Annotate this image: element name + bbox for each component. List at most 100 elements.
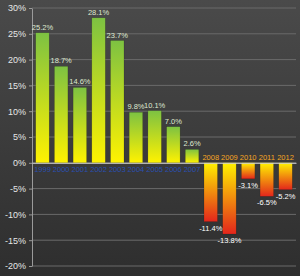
y-tick-mark [29, 34, 32, 35]
data-label: 9.8% [127, 102, 144, 111]
x-tick: 2006 [165, 165, 182, 174]
y-tick-label: 5% [13, 132, 26, 142]
y-tick-label: -20% [5, 261, 26, 271]
grid-line [32, 33, 296, 34]
bar [111, 41, 124, 163]
y-tick-label: 15% [8, 81, 26, 91]
chart: -20%-15%-10%-5%0%5%10%15%20%25%30%199920… [0, 0, 300, 276]
x-tick-label: 2004 [128, 165, 145, 174]
y-tick-mark [29, 60, 32, 61]
bar [36, 33, 49, 163]
bar [185, 149, 198, 162]
y-tick-mark [29, 111, 32, 112]
grid-line [32, 266, 296, 267]
y-tick: -20% [5, 261, 32, 271]
x-tick-label: 2009 [221, 153, 238, 162]
bar [167, 127, 180, 163]
bar [241, 163, 254, 179]
x-tick-label: 2012 [277, 153, 294, 162]
y-tick: -15% [5, 236, 32, 246]
data-labels: 25.2%18.7%14.6%28.1%23.7%9.8%10.1%7.0%2.… [32, 8, 296, 245]
zero-line [33, 163, 297, 164]
x-tick: 2005 [146, 165, 163, 174]
grid-line [32, 162, 296, 163]
y-tick-label: -10% [5, 210, 26, 220]
y-tick-mark [29, 214, 32, 215]
data-label: -5.2% [276, 192, 296, 201]
x-tick: 2004 [128, 165, 145, 174]
y-tick-mark [29, 240, 32, 241]
y-tick: 20% [8, 55, 32, 65]
x-tick-label: 2002 [90, 165, 107, 174]
background [0, 0, 300, 276]
y-axis-line [32, 9, 33, 267]
bar [73, 87, 86, 162]
x-tick-label: 2003 [109, 165, 126, 174]
y-tick-mark [29, 189, 32, 190]
data-label: 28.1% [88, 8, 110, 17]
y-tick-label: 25% [8, 29, 26, 39]
bar [92, 18, 105, 163]
x-tick-label: 2001 [72, 165, 89, 174]
y-tick-mark [29, 8, 32, 9]
x-tick: 1999 [34, 165, 51, 174]
grid-line [32, 8, 296, 9]
y-tick: 15% [8, 81, 32, 91]
data-label: 2.6% [183, 139, 200, 148]
grid-line [32, 240, 296, 241]
bar [54, 66, 67, 162]
y-tick: -10% [5, 210, 32, 220]
x-tick-label: 2006 [165, 165, 182, 174]
grid-line [32, 214, 296, 215]
x-tick-label: 2007 [184, 165, 201, 174]
bar [279, 163, 292, 190]
bar [260, 163, 273, 197]
bar [204, 163, 217, 222]
y-tick-mark [29, 137, 32, 138]
data-label: -13.8% [218, 236, 242, 245]
x-tick-label: 2008 [202, 153, 219, 162]
data-label: 25.2% [32, 23, 54, 32]
x-tick-label: 2005 [146, 165, 163, 174]
x-tick: 2003 [109, 165, 126, 174]
y-tick: 5% [13, 132, 32, 142]
y-tick-label: 0% [13, 158, 26, 168]
y-axis: -20% -15% -10% -5% 0% 5% 10% 15% 20% 25% 30% [5, 3, 33, 271]
y-tick: 25% [8, 29, 32, 39]
y-tick: 30% [8, 3, 32, 13]
data-label: -3.1% [238, 181, 258, 190]
y-tick-mark [29, 85, 32, 86]
x-tick: 2000 [53, 165, 70, 174]
y-tick-label: -5% [10, 184, 26, 194]
data-label: -6.5% [257, 198, 277, 207]
bar [148, 111, 161, 163]
x-tick: 2011 [259, 153, 275, 162]
y-tick: 0% [13, 158, 32, 168]
x-axis: 1999200020012002200320042005200620072008… [33, 153, 297, 174]
y-tick-label: 30% [8, 3, 26, 13]
x-tick: 2002 [90, 165, 107, 174]
grid-line [32, 137, 296, 138]
x-tick-label: 2000 [53, 165, 70, 174]
y-tick-label: 10% [8, 107, 26, 117]
bar [223, 163, 236, 234]
y-tick-mark [29, 266, 32, 267]
grid [32, 8, 296, 266]
x-tick: 2010 [240, 153, 257, 162]
grid-line [32, 111, 296, 112]
x-tick: 2009 [221, 153, 238, 162]
data-label: 7.0% [165, 117, 182, 126]
y-tick: 10% [8, 107, 32, 117]
x-tick-label: 2011 [259, 153, 275, 162]
x-tick: 2008 [202, 153, 219, 162]
y-tick-label: -15% [5, 236, 26, 246]
data-label: 18.7% [51, 56, 73, 65]
bar [129, 112, 142, 163]
bars [36, 18, 293, 234]
data-label: 23.7% [107, 31, 129, 40]
x-tick: 2007 [184, 165, 201, 174]
x-tick-label: 2010 [240, 153, 257, 162]
x-tick-label: 1999 [34, 165, 51, 174]
y-tick-mark [29, 163, 32, 164]
x-tick: 2001 [72, 165, 89, 174]
